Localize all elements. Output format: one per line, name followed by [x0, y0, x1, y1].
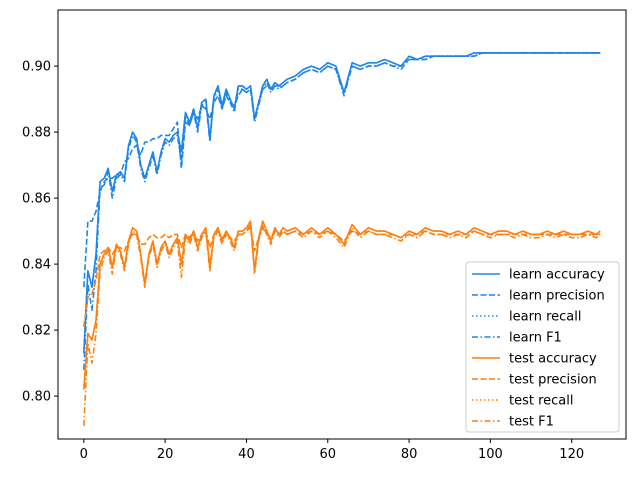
legend-label: learn F1	[509, 331, 562, 346]
y-tick-label: 0.82	[22, 324, 51, 339]
y-axis: 0.80 0.82 0.84 0.86 0.88 0.90	[22, 60, 58, 405]
axes-frame	[57, 9, 627, 440]
legend-label: test accuracy	[509, 352, 597, 367]
series-line-learn-f1	[83, 52, 601, 370]
y-tick-label: 0.86	[22, 192, 51, 207]
y-tick-label: 0.88	[22, 126, 51, 141]
legend-label: learn recall	[509, 310, 581, 325]
plot-area	[83, 52, 601, 426]
legend-box	[465, 261, 620, 433]
x-tick-label: 40	[238, 447, 255, 462]
y-tick-label: 0.90	[22, 60, 51, 75]
y-tick-label: 0.84	[22, 258, 51, 273]
x-tick-label: 20	[157, 447, 174, 462]
x-tick-label: 80	[401, 447, 418, 462]
series-line-learn-recall	[83, 52, 601, 354]
x-axis: 0 20 40 60 80 100 120	[80, 439, 584, 462]
x-tick-label: 100	[478, 447, 503, 462]
legend-label: test recall	[509, 394, 574, 409]
x-tick-label: 120	[559, 447, 584, 462]
y-tick-label: 0.80	[22, 390, 51, 405]
legend: learn accuracy learn precision learn recal…	[465, 261, 620, 433]
x-tick-label: 60	[319, 447, 336, 462]
legend-label: learn precision	[509, 289, 605, 304]
legend-label: learn accuracy	[509, 268, 605, 283]
series-line-test-recall	[83, 220, 601, 390]
legend-label: test precision	[509, 373, 597, 388]
legend-label: test F1	[509, 415, 554, 430]
series-line-test-f1	[83, 223, 601, 426]
x-tick-label: 0	[80, 447, 88, 462]
